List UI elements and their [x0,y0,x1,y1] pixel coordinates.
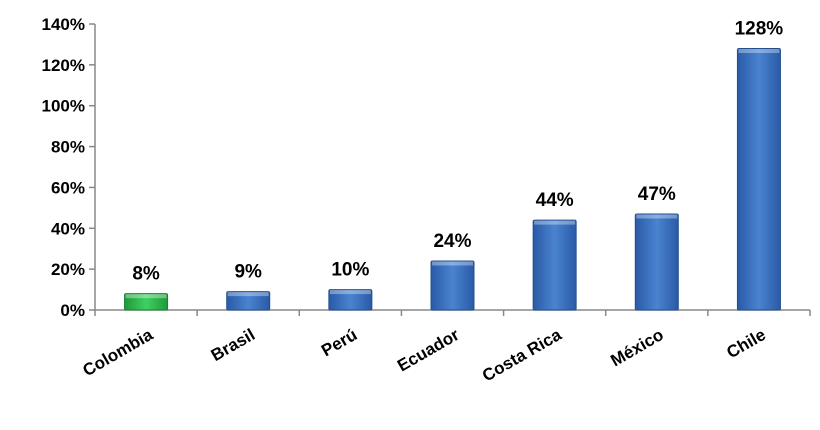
bar-costa-rica [532,219,577,311]
y-tick-label: 20% [51,260,85,279]
category-label: Brasil [208,325,258,365]
category-label: Chile [723,325,768,362]
y-tick-label: 80% [51,138,85,157]
bar-ecuador [430,260,475,311]
data-labels: 8% 9% 10% 24% 44% 47% 128% [132,19,783,285]
y-tick-label: 100% [42,97,85,116]
y-tick-label: 60% [51,178,85,197]
bar-méxico [634,213,679,311]
category-labels: Colombia Brasil Perú Ecuador Costa Rica Méxic… [79,325,768,386]
bar-chile [736,48,781,311]
bar-bevel [432,261,473,266]
data-label: 24% [433,231,471,252]
data-label: 9% [234,262,262,283]
category-label: Perú [318,325,360,360]
bars [124,48,781,311]
data-label: 47% [638,184,676,205]
data-label: 128% [735,19,784,40]
category-label: Costa Rica [479,325,565,386]
category-label: Colombia [79,325,156,380]
y-axis: 0% 20% 40% 60% 80% 100% 120% 140% [42,15,96,320]
bar-bevel [534,220,576,225]
y-tick-label: 40% [51,219,85,238]
bar-perú [328,289,373,311]
bar-bevel [125,294,167,299]
bar-bevel [227,292,269,297]
bar-bevel [738,49,780,54]
data-label: 44% [536,190,574,211]
y-tick-label: 120% [42,56,85,75]
bar-brasil [226,291,271,311]
data-label: 8% [132,264,160,285]
y-tick-label: 140% [42,15,85,34]
x-axis [94,309,811,316]
bar-colombia [124,293,169,311]
category-label: México [607,325,666,370]
bar-bevel [636,214,678,219]
data-label: 10% [331,260,369,281]
category-label: Ecuador [394,325,463,376]
bar-bevel [329,290,371,295]
y-tick-label: 0% [60,301,85,320]
